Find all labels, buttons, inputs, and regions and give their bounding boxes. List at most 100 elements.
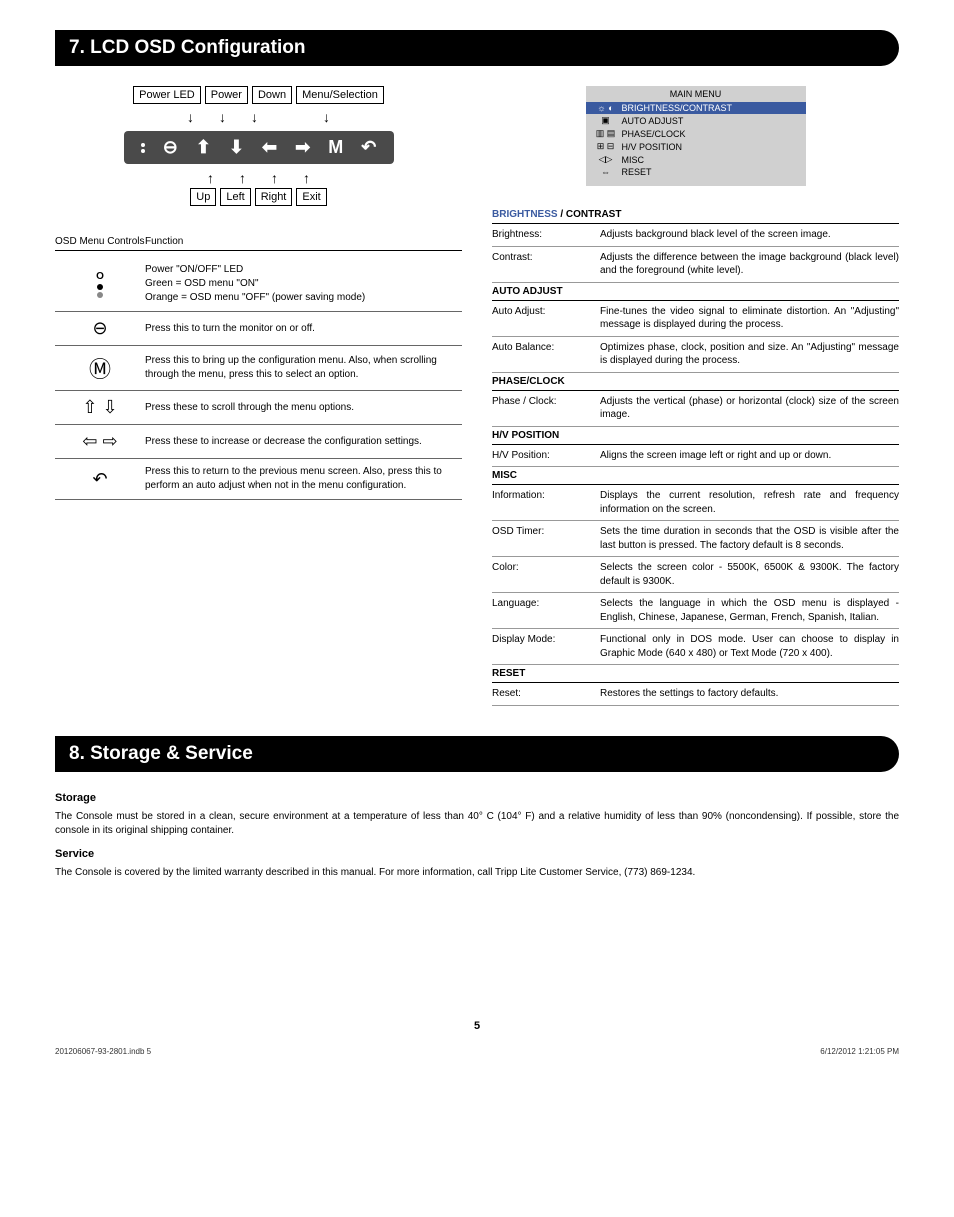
settings-row: Color: Selects the screen color - 5500K, … xyxy=(492,557,899,593)
control-func: Power "ON/OFF" LED Green = OSD menu "ON"… xyxy=(145,263,462,305)
section-7-body: Power LED Power Down Menu/Selection ⊖ ⬆ … xyxy=(55,86,899,706)
power-button-icon: ⊖ xyxy=(55,318,145,339)
power-icon: ⊖ xyxy=(163,137,178,158)
osd-item-label: RESET xyxy=(622,167,652,177)
settings-value: Adjusts background black level of the sc… xyxy=(600,228,899,242)
settings-key: OSD Timer: xyxy=(492,525,592,552)
settings-key: H/V Position: xyxy=(492,449,592,463)
settings-row: Brightness: Adjusts background black leve… xyxy=(492,224,899,247)
label-up: Up xyxy=(190,188,216,206)
osd-item: ⊞ ⊟ H/V POSITION xyxy=(586,140,806,153)
settings-group-head: RESET xyxy=(492,665,899,683)
label-power: Power xyxy=(205,86,248,104)
exit-icon: ↶ xyxy=(361,137,376,158)
section-8-header: 8. Storage & Service xyxy=(55,736,899,772)
left-column: Power LED Power Down Menu/Selection ⊖ ⬆ … xyxy=(55,86,462,706)
label-exit: Exit xyxy=(296,188,326,206)
settings-group-head: MISC xyxy=(492,467,899,485)
settings-value: Displays the current resolution, refresh… xyxy=(600,489,899,516)
page-footer: 201206067-93-2801.indb 5 6/12/2012 1:21:… xyxy=(55,1047,899,1056)
settings-group-head: BRIGHTNESS / CONTRAST xyxy=(492,206,899,224)
settings-key: Contrast: xyxy=(492,251,592,278)
osd-item-label: AUTO ADJUST xyxy=(622,116,684,126)
settings-row: Language: Selects the language in which t… xyxy=(492,593,899,629)
osd-item: ⇔ RESET xyxy=(586,166,806,178)
settings-row: Phase / Clock: Adjusts the vertical (phas… xyxy=(492,391,899,427)
settings-row: H/V Position: Aligns the screen image lef… xyxy=(492,445,899,468)
control-func: Press this to bring up the configuration… xyxy=(145,354,462,382)
right-icon: ➡ xyxy=(295,137,310,158)
osd-button-diagram: Power LED Power Down Menu/Selection ⊖ ⬆ … xyxy=(55,86,462,206)
label-down: Down xyxy=(252,86,292,104)
misc-icon: ◁▷ xyxy=(590,154,622,165)
phase-clock-icon: ▥ ▤ xyxy=(590,128,622,139)
footer-right: 6/12/2012 1:21:05 PM xyxy=(820,1047,899,1056)
reset-icon: ⇔ xyxy=(590,167,622,177)
control-func: Press this to turn the monitor on or off… xyxy=(145,322,462,336)
settings-key: Auto Balance: xyxy=(492,341,592,368)
settings-row: Auto Adjust:Fine-tunes the video signal … xyxy=(492,301,899,337)
menu-icon: M xyxy=(328,137,343,158)
settings-value: Selects the language in which the OSD me… xyxy=(600,597,899,624)
settings-value: Aligns the screen image left or right an… xyxy=(600,449,899,463)
control-func: Press this to return to the previous men… xyxy=(145,465,462,493)
osd-item-label: BRIGHTNESS/CONTRAST xyxy=(622,103,733,113)
settings-row: Reset: Restores the settings to factory d… xyxy=(492,683,899,706)
control-func: Press these to scroll through the menu o… xyxy=(145,401,462,415)
osd-item-label: PHASE/CLOCK xyxy=(622,129,686,139)
adjust-icons: ⇦ ⇨ xyxy=(55,431,145,452)
settings-value: Sets the time duration in seconds that t… xyxy=(600,525,899,552)
up-icon: ⬆ xyxy=(196,137,211,158)
settings-key: Language: xyxy=(492,597,592,624)
led-icon: O xyxy=(55,271,145,298)
panel-strip: ⊖ ⬆ ⬇ ⬅ ➡ M ↶ xyxy=(124,131,394,164)
settings-key: Phase / Clock: xyxy=(492,395,592,422)
label-right: Right xyxy=(255,188,293,206)
settings-row: Information: Displays the current resolut… xyxy=(492,485,899,521)
settings-row: Display Mode: Functional only in DOS mode… xyxy=(492,629,899,665)
hv-position-icon: ⊞ ⊟ xyxy=(590,141,622,152)
settings-group-head: AUTO ADJUST xyxy=(492,283,899,301)
storage-text: The Console must be stored in a clean, s… xyxy=(55,810,899,838)
settings-value: Adjusts the difference between the image… xyxy=(600,251,899,278)
controls-head-1: OSD Menu Controls xyxy=(55,236,145,247)
settings-key: Color: xyxy=(492,561,592,588)
settings-value: Restores the settings to factory default… xyxy=(600,687,899,701)
settings-value: Adjusts the vertical (phase) or horizont… xyxy=(600,395,899,422)
storage-heading: Storage xyxy=(55,792,899,804)
label-left: Left xyxy=(220,188,250,206)
settings-key: Brightness: xyxy=(492,228,592,242)
service-text: The Console is covered by the limited wa… xyxy=(55,866,899,880)
exit-button-icon: ↶ xyxy=(55,469,145,490)
osd-item: ▥ ▤ PHASE/CLOCK xyxy=(586,127,806,140)
power-led-icon xyxy=(141,143,145,153)
menu-button-icon: Ⓜ xyxy=(55,352,145,384)
label-menu: Menu/Selection xyxy=(296,86,384,104)
settings-row: OSD Timer: Sets the time duration in seco… xyxy=(492,521,899,557)
scroll-icons: ⇧ ⇩ xyxy=(55,397,145,418)
settings-row: Auto Balance:Optimizes phase, clock, pos… xyxy=(492,337,899,373)
left-icon: ⬅ xyxy=(262,137,277,158)
settings-key: Auto Adjust: xyxy=(492,305,592,332)
osd-item: ◁▷ MISC xyxy=(586,153,806,166)
osd-item: ☼ ◐ BRIGHTNESS/CONTRAST xyxy=(586,102,806,114)
settings-row: Contrast: Adjusts the difference between … xyxy=(492,247,899,283)
settings-table: BRIGHTNESS / CONTRAST Brightness: Adjusts … xyxy=(492,206,899,706)
section-7-header: 7. LCD OSD Configuration xyxy=(55,30,899,66)
page-number: 5 xyxy=(55,1020,899,1032)
settings-key: Information: xyxy=(492,489,592,516)
controls-head-2: Function xyxy=(145,236,183,247)
auto-adjust-icon: ▣ xyxy=(590,115,622,126)
settings-value: Functional only in DOS mode. User can ch… xyxy=(600,633,899,660)
settings-value: Selects the screen color - 5500K, 6500K … xyxy=(600,561,899,588)
settings-group-head: H/V POSITION xyxy=(492,427,899,445)
osd-controls-table: OSD Menu Controls Function O Power "ON/O… xyxy=(55,236,462,500)
settings-key: Reset: xyxy=(492,687,592,701)
osd-item-label: MISC xyxy=(622,155,645,165)
label-power-led: Power LED xyxy=(133,86,201,104)
settings-key: Display Mode: xyxy=(492,633,592,660)
settings-group-head: PHASE/CLOCK xyxy=(492,373,899,391)
brightness-icon: ☼ ◐ xyxy=(590,103,622,113)
osd-menu-title: MAIN MENU xyxy=(586,86,806,102)
service-heading: Service xyxy=(55,848,899,860)
